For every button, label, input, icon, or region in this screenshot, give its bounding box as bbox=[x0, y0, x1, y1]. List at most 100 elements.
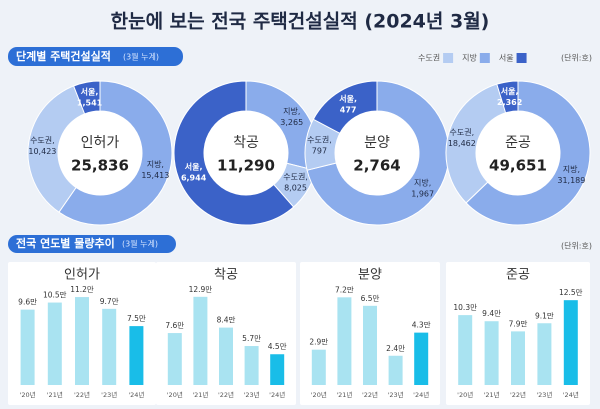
bar-value-label: 12.9만 bbox=[189, 285, 213, 294]
donut-segment bbox=[465, 80, 591, 226]
x-tick-label: '23년 bbox=[101, 390, 117, 399]
panel-title: 분양 bbox=[358, 268, 382, 283]
donut-title: 분양 bbox=[364, 135, 390, 151]
x-tick-label: '20년 bbox=[20, 390, 36, 399]
x-tick-label: '24년 bbox=[563, 390, 579, 399]
donut-center bbox=[476, 111, 560, 195]
bar-value-label: 8.4만 bbox=[217, 316, 236, 325]
donut-category: 수도권, bbox=[283, 172, 308, 182]
x-tick-label: '21년 bbox=[484, 390, 500, 399]
bar bbox=[337, 297, 352, 385]
donut-value-label: 10,423 bbox=[28, 147, 56, 156]
bar bbox=[47, 302, 62, 385]
bar-value-label: 9.7만 bbox=[100, 297, 119, 306]
x-tick-label: '21년 bbox=[336, 390, 352, 399]
donut-center bbox=[335, 111, 419, 195]
section-header bbox=[8, 235, 176, 253]
bar-value-label: 6.5만 bbox=[361, 294, 380, 303]
donut-category: 서울, bbox=[185, 161, 203, 171]
bar bbox=[414, 332, 429, 385]
x-tick-label: '22년 bbox=[218, 390, 234, 399]
section-title: 단계별 주택건설실적 bbox=[16, 49, 111, 63]
x-tick-label: '24년 bbox=[413, 390, 429, 399]
bar-value-label: 9.4만 bbox=[482, 309, 501, 318]
bar-value-label: 4.5만 bbox=[268, 342, 287, 351]
donut-value-label: 8,025 bbox=[284, 184, 307, 193]
x-tick-label: '22년 bbox=[510, 390, 526, 399]
donut-category: 지방, bbox=[147, 159, 164, 169]
bar bbox=[244, 346, 259, 385]
section-title: 전국 연도별 물량추이 bbox=[16, 236, 115, 250]
donut-total: 2,764 bbox=[353, 157, 400, 175]
legend-label: 수도권 bbox=[418, 53, 440, 63]
donut-value-label: 3,265 bbox=[280, 118, 303, 127]
x-tick-label: '24년 bbox=[128, 390, 144, 399]
bar bbox=[102, 308, 117, 385]
donut-value-label: 15,413 bbox=[141, 171, 169, 180]
donut-category: 지방, bbox=[563, 164, 580, 174]
donut-category: 서울, bbox=[339, 94, 357, 104]
donut-value-label: 18,462 bbox=[448, 139, 476, 148]
bar-value-label: 7.5만 bbox=[127, 314, 146, 323]
donut-center bbox=[204, 111, 288, 195]
donut-title: 인허가 bbox=[81, 135, 120, 151]
donut-center bbox=[58, 111, 142, 195]
donut-value-label: 31,189 bbox=[557, 176, 585, 185]
bar bbox=[167, 333, 182, 385]
donut-category: 수도권, bbox=[307, 134, 332, 144]
panel-title: 착공 bbox=[214, 268, 238, 283]
legend-label: 서울 bbox=[499, 54, 514, 63]
bar bbox=[537, 323, 552, 385]
donut-value-label: 1,967 bbox=[411, 189, 434, 198]
bar bbox=[219, 327, 233, 385]
bar bbox=[484, 321, 499, 385]
donut-total: 11,290 bbox=[217, 157, 275, 175]
bar bbox=[511, 331, 525, 385]
bar bbox=[75, 297, 89, 385]
bar-value-label: 2.4만 bbox=[386, 344, 405, 353]
bar-value-label: 7.6만 bbox=[165, 321, 184, 330]
bar-value-label: 12.5만 bbox=[559, 288, 583, 297]
donut-category: 수도권, bbox=[450, 127, 475, 137]
donut-value-label: 1,541 bbox=[77, 98, 103, 107]
panel-title: 준공 bbox=[506, 268, 530, 283]
bar-value-label: 11.2만 bbox=[70, 285, 94, 294]
bar bbox=[311, 349, 326, 385]
bar bbox=[388, 355, 403, 385]
bar-value-label: 7.9만 bbox=[509, 319, 528, 328]
bar-value-label: 4.3만 bbox=[412, 321, 431, 330]
page-title: 한눈에 보는 전국 주택건설실적 (2024년 3월) bbox=[111, 11, 490, 33]
x-tick-label: '23년 bbox=[244, 390, 260, 399]
bar-value-label: 9.6만 bbox=[18, 298, 37, 307]
legend-swatch bbox=[516, 53, 527, 63]
donut-value-label: 477 bbox=[340, 106, 357, 115]
unit-label: (단위:호) bbox=[561, 53, 592, 63]
donut-category: 수도권, bbox=[30, 135, 55, 145]
donut-category: 지방, bbox=[283, 106, 300, 116]
bar bbox=[270, 354, 285, 385]
x-tick-label: '20년 bbox=[167, 390, 183, 399]
x-tick-label: '22년 bbox=[362, 390, 378, 399]
donut-title: 준공 bbox=[505, 135, 531, 151]
donut-total: 49,651 bbox=[489, 157, 547, 175]
bar-value-label: 10.3만 bbox=[453, 303, 477, 312]
donut-category: 지방, bbox=[414, 177, 431, 187]
bar bbox=[20, 309, 35, 385]
donut-category: 서울, bbox=[81, 86, 99, 96]
bar-value-label: 7.2만 bbox=[335, 285, 354, 294]
donut-total: 25,836 bbox=[71, 157, 129, 175]
x-tick-label: '20년 bbox=[311, 390, 327, 399]
x-tick-label: '21년 bbox=[47, 390, 63, 399]
x-tick-label: '24년 bbox=[269, 390, 285, 399]
bar bbox=[193, 296, 208, 385]
section-note: (3월 누계) bbox=[122, 239, 158, 249]
legend-swatch bbox=[443, 53, 454, 63]
bar bbox=[129, 326, 144, 385]
legend-label: 지방 bbox=[462, 53, 477, 63]
x-tick-label: '20년 bbox=[457, 390, 473, 399]
bar bbox=[363, 305, 377, 385]
x-tick-label: '23년 bbox=[388, 390, 404, 399]
donut-value-label: 6,944 bbox=[181, 173, 207, 182]
